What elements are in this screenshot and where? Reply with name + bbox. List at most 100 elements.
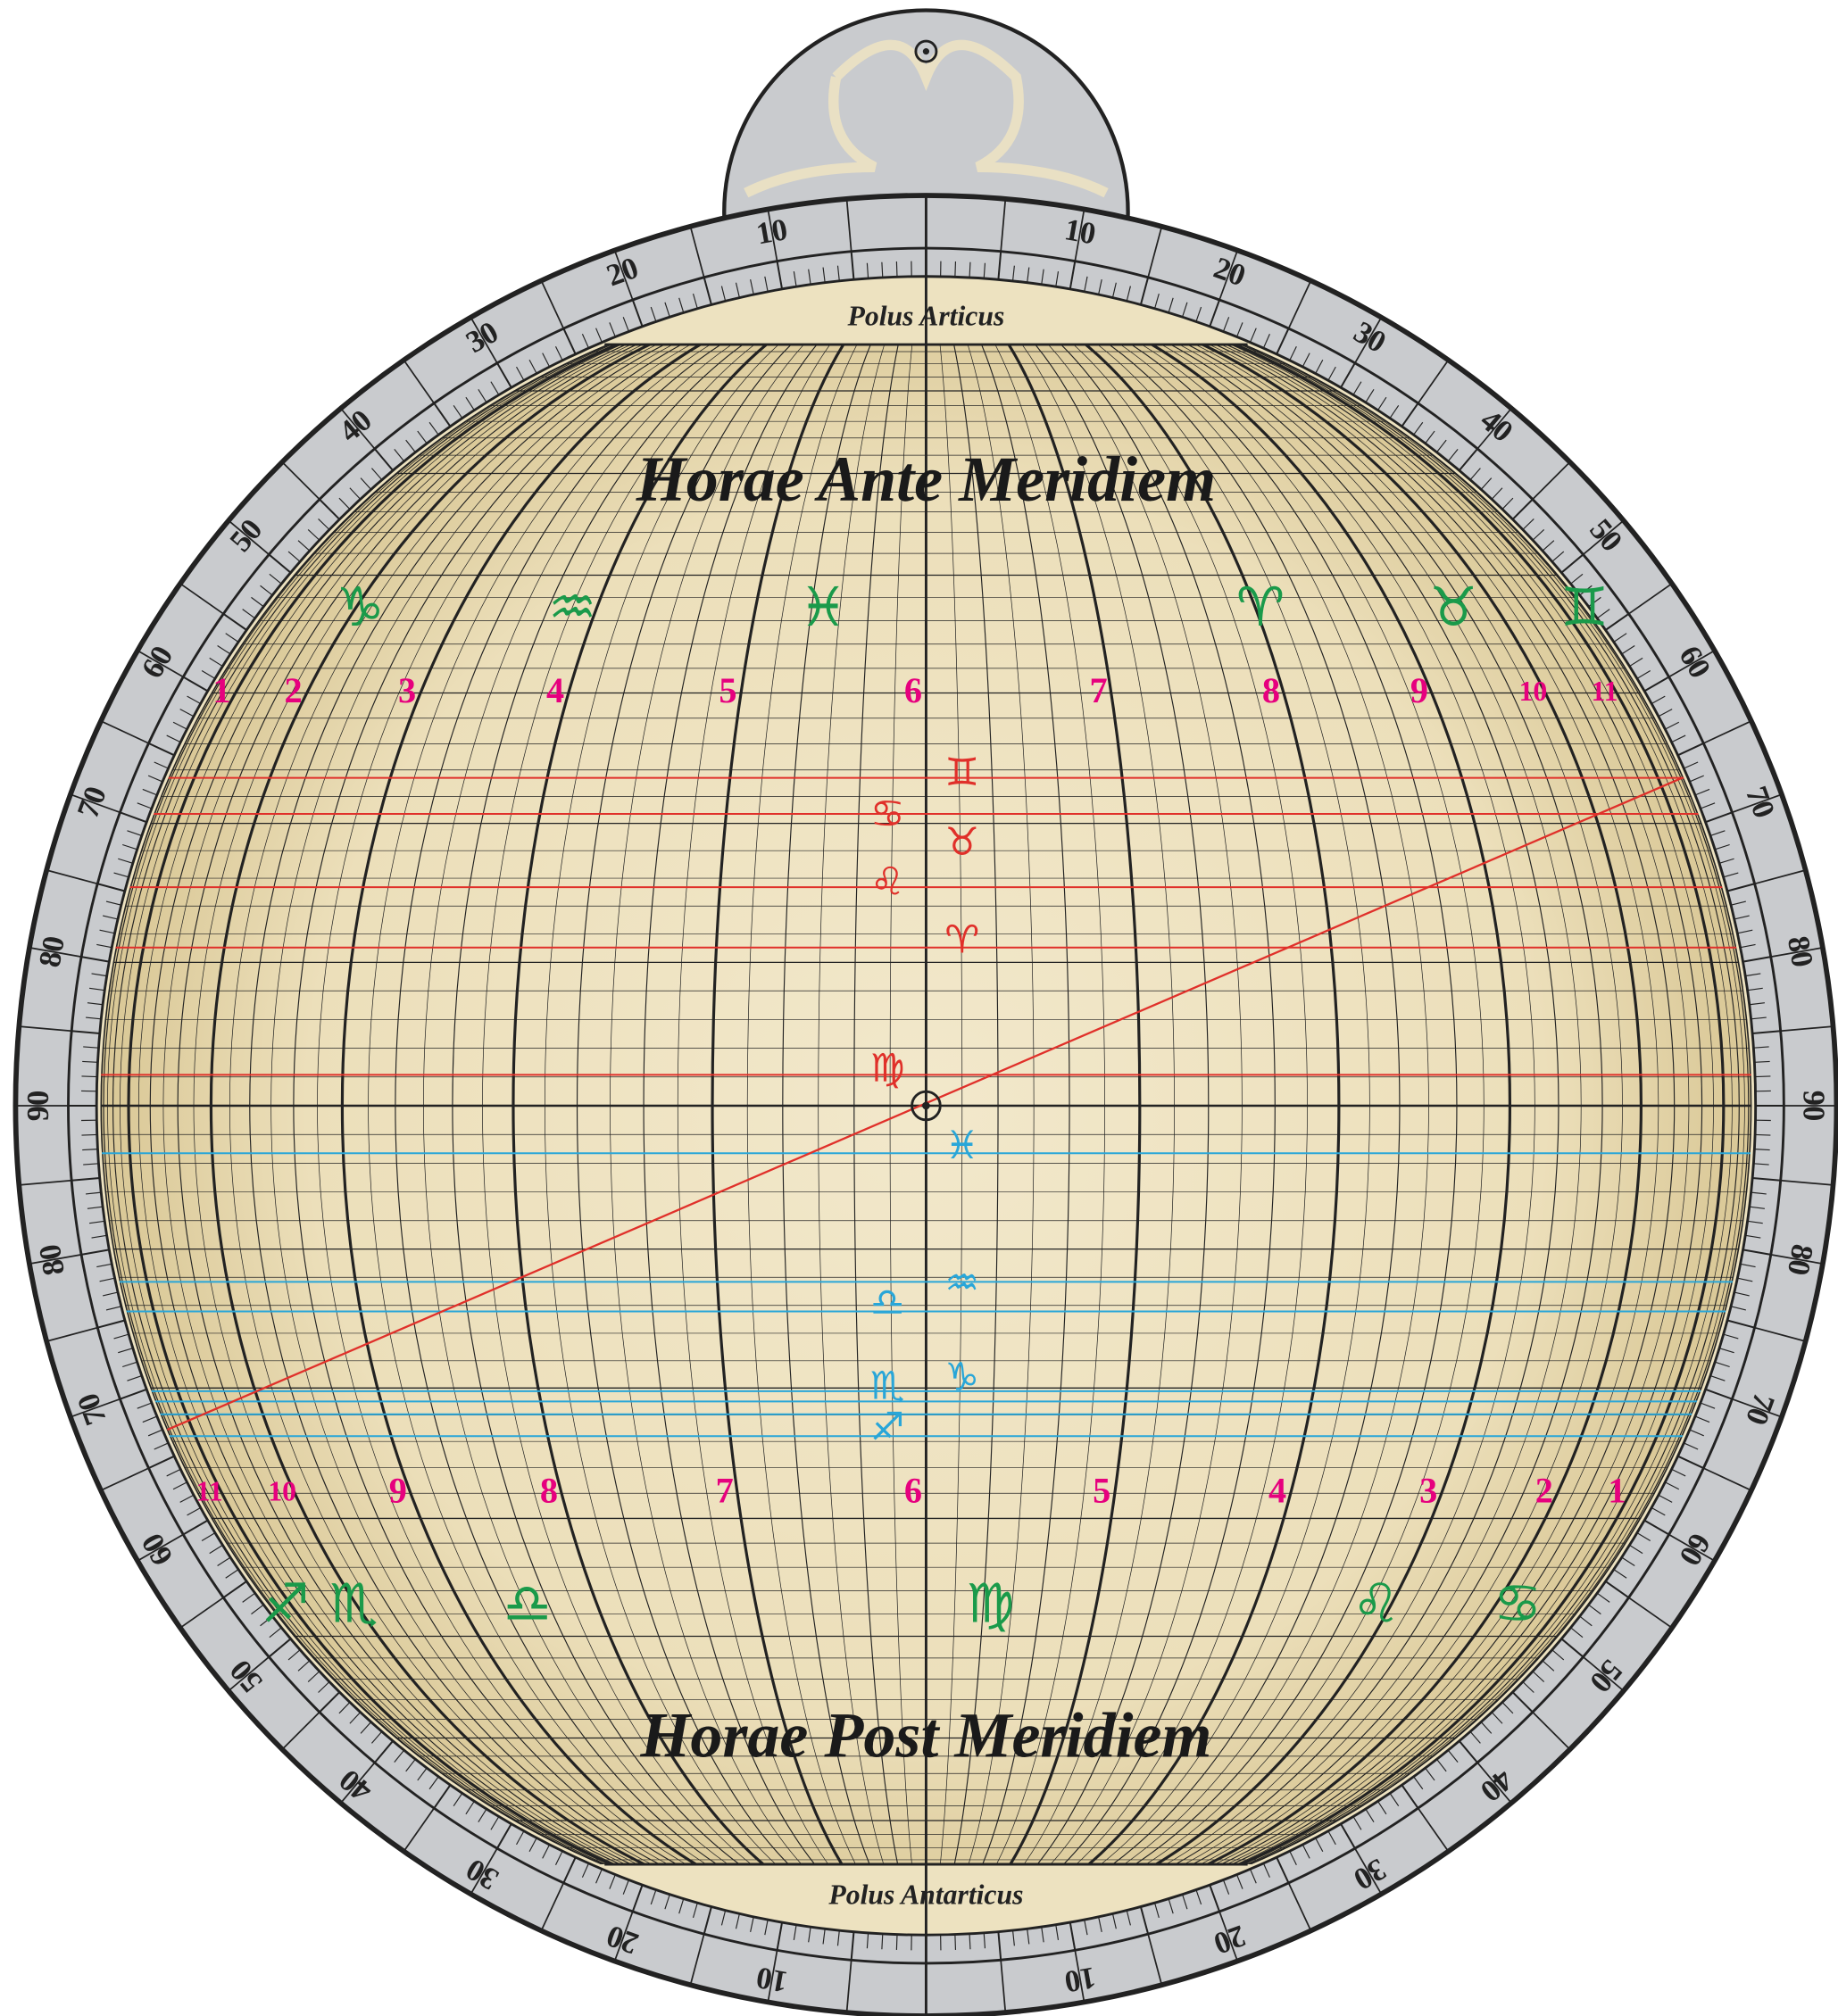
degree-tick xyxy=(1315,359,1324,374)
degree-tick xyxy=(1754,1149,1770,1151)
degree-tick xyxy=(201,1532,216,1541)
degree-tick xyxy=(242,609,255,619)
degree-tick xyxy=(225,633,239,643)
zodiac-sign: ♌ xyxy=(1352,1572,1401,1635)
rim-division xyxy=(540,280,565,329)
degree-tick xyxy=(836,1930,840,1946)
degree-tick xyxy=(1613,1569,1627,1579)
degree-tick xyxy=(622,1879,629,1895)
degree-tick xyxy=(453,1793,463,1807)
degree-tick xyxy=(96,943,112,949)
degree-tick xyxy=(394,1749,405,1763)
degree-tick xyxy=(87,1002,104,1006)
degree-tick xyxy=(997,1931,1002,1961)
rim-label: 80 xyxy=(33,933,71,970)
degree-tick xyxy=(1276,328,1290,355)
degree-tick xyxy=(1643,1519,1670,1536)
rim-division xyxy=(1218,1911,1239,1962)
degree-tick xyxy=(1643,676,1670,693)
degree-tick xyxy=(201,669,216,679)
degree-tick xyxy=(954,1934,957,1950)
meridian xyxy=(677,344,1175,1864)
degree-tick xyxy=(1027,1929,1030,1945)
degree-tick xyxy=(1289,1850,1297,1865)
rim-division xyxy=(137,650,184,678)
degree-tick xyxy=(1262,1863,1270,1878)
hour-number: 10 xyxy=(1519,676,1548,707)
rim-division xyxy=(540,1882,565,1931)
degree-tick xyxy=(1491,487,1503,500)
rim-division xyxy=(1476,408,1512,450)
meridian xyxy=(818,344,1035,1864)
degree-tick xyxy=(1621,1556,1635,1566)
degree-tick xyxy=(1327,1830,1336,1846)
degree-tick xyxy=(1041,269,1044,285)
rim-division xyxy=(1147,1933,1163,1986)
degree-tick xyxy=(1209,1884,1221,1912)
rim-division xyxy=(1780,1179,1834,1186)
meridian xyxy=(746,344,1105,1864)
degree-tick xyxy=(287,551,301,562)
rim-division xyxy=(281,1711,320,1750)
rim-division xyxy=(689,1933,705,1986)
degree-tick xyxy=(1755,1075,1771,1078)
degree-tick xyxy=(1745,1234,1761,1239)
degree-tick xyxy=(172,721,187,730)
degree-tick xyxy=(1718,858,1734,864)
degree-tick xyxy=(120,1388,147,1400)
hour-number: 1 xyxy=(1608,1470,1626,1510)
rim-division xyxy=(403,1807,435,1853)
zodiac-sign: ♈ xyxy=(1236,577,1285,639)
rim-division xyxy=(179,583,224,615)
rim-division xyxy=(1074,1950,1085,2003)
degree-tick xyxy=(269,1627,282,1639)
degree-tick xyxy=(1249,1869,1257,1884)
zodiac-sign: ♒ xyxy=(944,1261,979,1306)
hour-number: 5 xyxy=(719,670,736,710)
degree-tick xyxy=(187,695,201,704)
degree-tick xyxy=(1751,1016,1767,1020)
degree-tick xyxy=(983,1932,986,1949)
degree-tick xyxy=(1705,1388,1733,1400)
degree-tick xyxy=(997,251,1002,280)
hour-number: 5 xyxy=(1093,1470,1110,1510)
degree-tick xyxy=(1677,742,1704,757)
zodiac-sign: ♊ xyxy=(944,751,979,795)
degree-tick xyxy=(307,1671,320,1682)
zodiac-lines xyxy=(100,776,1752,1438)
degree-tick xyxy=(720,1910,727,1926)
degree-tick xyxy=(554,1850,563,1865)
degree-tick xyxy=(496,362,512,388)
degree-tick xyxy=(187,1506,201,1516)
degree-tick xyxy=(496,1823,512,1849)
rim-division xyxy=(100,720,149,744)
rim-division xyxy=(1218,250,1239,301)
degree-tick xyxy=(394,449,405,462)
rim-division xyxy=(470,317,498,364)
degree-tick xyxy=(1560,1638,1584,1658)
degree-tick xyxy=(1195,1889,1202,1905)
rim-division xyxy=(1702,720,1752,744)
degree-tick xyxy=(1436,1758,1447,1772)
degree-tick xyxy=(836,265,840,281)
degree-tick xyxy=(1352,1816,1362,1830)
degree-tick xyxy=(1723,1333,1739,1340)
degree-tick xyxy=(1315,1838,1324,1853)
degree-tick xyxy=(1055,271,1060,287)
degree-tick xyxy=(99,1277,115,1282)
degree-tick xyxy=(166,734,181,743)
degree-tick xyxy=(881,261,884,278)
meridian xyxy=(482,344,1370,1864)
rim-division xyxy=(1417,1807,1450,1853)
rim-label: 10 xyxy=(1062,212,1099,251)
degree-tick xyxy=(91,1234,107,1239)
rim-division xyxy=(1354,317,1383,364)
hour-number: 6 xyxy=(904,1470,922,1510)
degree-tick xyxy=(360,477,372,490)
degree-tick xyxy=(1522,1681,1534,1693)
degree-tick xyxy=(595,1869,603,1884)
zodiac-sign: ♊ xyxy=(1560,577,1609,639)
degree-tick xyxy=(1755,1133,1771,1136)
degree-tick xyxy=(595,328,603,343)
